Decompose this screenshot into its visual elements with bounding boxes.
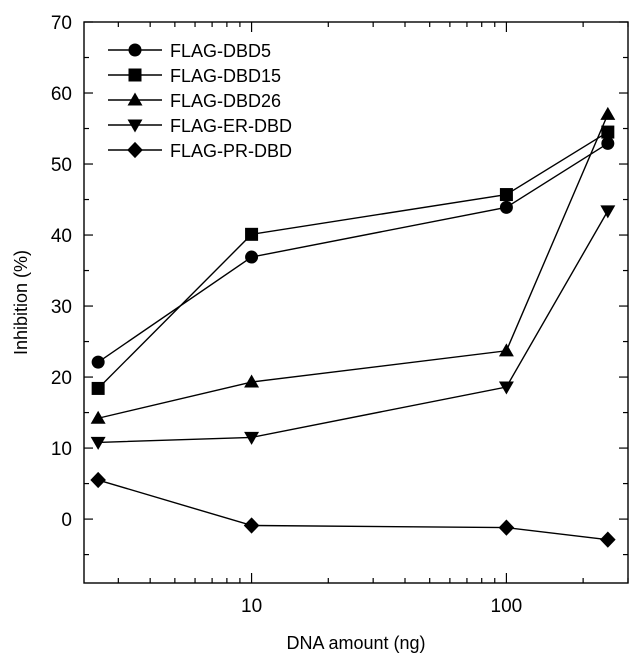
y-tick-label: 0 bbox=[61, 510, 72, 531]
legend-label: FLAG-ER-DBD bbox=[170, 116, 292, 136]
data-point bbox=[244, 431, 260, 445]
legend-marker bbox=[128, 68, 142, 82]
legend-label: FLAG-PR-DBD bbox=[170, 141, 292, 161]
series-line bbox=[98, 210, 609, 444]
data-point bbox=[90, 410, 106, 424]
data-point bbox=[90, 471, 106, 489]
series-line bbox=[97, 131, 609, 389]
y-tick-label: 10 bbox=[51, 439, 72, 460]
series-line bbox=[97, 114, 609, 419]
data-point bbox=[600, 531, 616, 548]
ticks: 0 10 20 30 40 50 60 70 10 100 bbox=[51, 13, 629, 617]
data-point bbox=[244, 374, 260, 388]
data-point bbox=[498, 519, 515, 536]
y-axis-label: Inhibition (%) bbox=[11, 250, 31, 355]
y-tick-label: 70 bbox=[51, 13, 72, 34]
legend-marker bbox=[127, 92, 143, 106]
data-point bbox=[601, 125, 615, 139]
plot-frame bbox=[83, 21, 629, 584]
data-point bbox=[90, 436, 106, 450]
x-tick-label: 10 bbox=[241, 596, 262, 617]
y-tick-label: 20 bbox=[51, 368, 72, 389]
x-axis-label: DNA amount (ng) bbox=[286, 633, 425, 653]
series-group bbox=[90, 106, 616, 548]
data-point bbox=[600, 205, 616, 219]
legend-marker bbox=[127, 141, 143, 159]
data-point bbox=[499, 188, 513, 202]
y-tick-label: 60 bbox=[51, 84, 72, 105]
data-point bbox=[498, 343, 514, 357]
data-point bbox=[600, 106, 616, 120]
legend: FLAG-DBD5 FLAG-DBD15 FLAG-DBD26 FLAG-ER-DBD… bbox=[108, 41, 292, 161]
data-point bbox=[601, 136, 615, 150]
legend-marker bbox=[127, 119, 143, 133]
axes bbox=[83, 21, 629, 584]
legend-marker bbox=[128, 43, 142, 57]
series-line bbox=[97, 479, 608, 541]
legend-label: FLAG-DBD5 bbox=[170, 41, 271, 61]
legend-label: FLAG-DBD15 bbox=[170, 66, 281, 86]
y-tick-label: 30 bbox=[51, 297, 72, 318]
y-tick-label: 40 bbox=[51, 226, 72, 247]
data-point bbox=[245, 250, 259, 264]
data-point bbox=[499, 200, 513, 214]
y-tick-label: 50 bbox=[51, 155, 72, 176]
data-point bbox=[245, 227, 259, 241]
x-tick-label: 100 bbox=[491, 596, 523, 617]
series-line bbox=[97, 142, 609, 363]
data-point bbox=[91, 355, 105, 369]
data-point bbox=[498, 381, 514, 395]
legend-label: FLAG-DBD26 bbox=[170, 91, 281, 111]
data-point bbox=[243, 517, 260, 534]
data-point bbox=[91, 381, 105, 395]
